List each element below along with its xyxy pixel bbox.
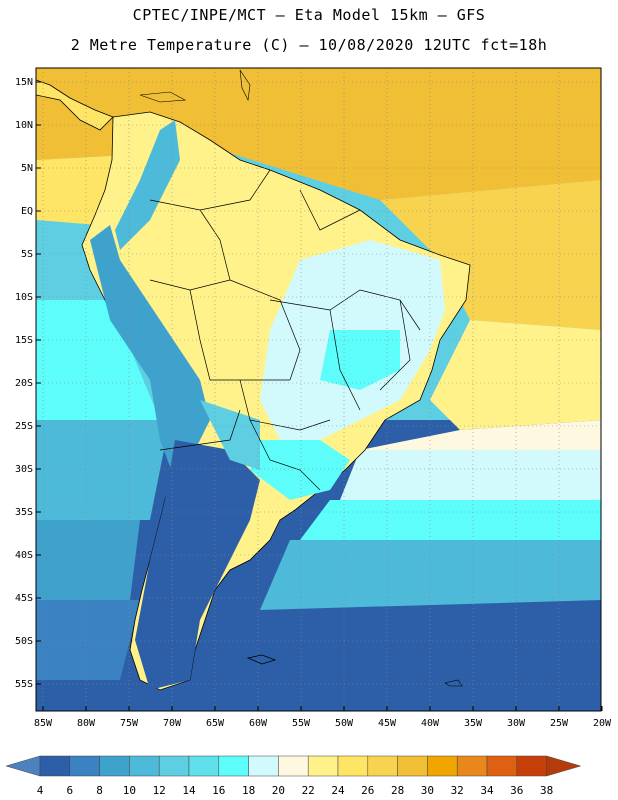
- colorbar-label: 6: [66, 784, 73, 797]
- lon-label: 85W: [34, 718, 53, 729]
- field-andes-north: [115, 120, 180, 250]
- field-atlantic-warm: [380, 180, 601, 330]
- lat-label: 35S: [15, 507, 33, 518]
- colorbar-swatch: [99, 755, 130, 777]
- lat-label: 55S: [15, 679, 33, 690]
- field-atlantic-cyan: [300, 500, 601, 540]
- colorbar-label: 24: [331, 784, 345, 797]
- colorbar-label: 36: [510, 784, 523, 797]
- colorbar-swatch: [516, 755, 547, 777]
- colorbar-swatch: [337, 755, 369, 777]
- lon-label: 50W: [335, 718, 354, 729]
- field-pacific-coldest: [36, 600, 140, 680]
- lat-label: 40S: [15, 550, 33, 561]
- lat-label: 15S: [15, 335, 33, 346]
- lat-label: 5S: [21, 249, 33, 260]
- lon-label: 20W: [593, 718, 612, 729]
- central-america: [36, 79, 114, 131]
- colorbar-label: 28: [391, 784, 404, 797]
- field-pacific-cool: [36, 420, 170, 520]
- colorbar-label: 38: [540, 784, 553, 797]
- lat-label: 50S: [15, 636, 33, 647]
- lat-label: 45S: [15, 593, 33, 604]
- field-andes-central: [90, 225, 210, 480]
- longitude-labels: 85W 80W 75W 70W 65W 60W 55W 50W 45W 40W 35W 30W 25W 2…: [34, 706, 612, 729]
- field-atlantic-cool: [260, 540, 601, 610]
- lon-label: 25W: [550, 718, 569, 729]
- lat-label: 20S: [15, 378, 33, 389]
- field-patagonia: [135, 440, 260, 690]
- colorbar-label: 30: [421, 784, 434, 797]
- lon-label: 35W: [464, 718, 483, 729]
- lat-label: 10N: [15, 120, 33, 131]
- colorbar-label: 16: [212, 784, 225, 797]
- colorbar-swatch: [158, 755, 190, 777]
- colorbar-label: 18: [242, 784, 255, 797]
- lon-label: 40W: [421, 718, 440, 729]
- colorbar-label: 20: [272, 784, 285, 797]
- lat-label: 5N: [21, 163, 33, 174]
- colorbar-label: 14: [182, 784, 196, 797]
- colorbar-swatch: [188, 755, 220, 777]
- colorbar-label: 4: [37, 784, 44, 797]
- lat-label: EQ: [21, 206, 33, 217]
- country-borders: [149, 169, 421, 491]
- caribbean-island: [139, 91, 187, 103]
- lon-label: 30W: [507, 718, 526, 729]
- lon-label: 45W: [378, 718, 397, 729]
- lat-label: 25S: [15, 421, 33, 432]
- colorbar-label: 8: [96, 784, 103, 797]
- map-frame: [35, 67, 602, 712]
- colorbar-swatch: [397, 755, 428, 777]
- latitude-labels: 15N 10N 5N EQ 5S 10S 15S 20S 25S 30S 35S 40S 45S 50S 5…: [15, 77, 41, 690]
- colorbar-label: 10: [123, 784, 136, 797]
- colorbar-arrow-low: [5, 755, 41, 777]
- colorbar-label: 12: [153, 784, 166, 797]
- colorbar-swatch: [129, 755, 160, 777]
- field-brazil-cyan: [320, 330, 400, 390]
- colorbar-arrow-high: [546, 755, 582, 777]
- field-chaco: [200, 400, 260, 470]
- colorbar-swatch: [278, 755, 309, 777]
- lon-label: 60W: [249, 718, 268, 729]
- field-atlantic-mid: [430, 320, 601, 430]
- colorbar-swatch: [39, 755, 71, 777]
- colorbar-swatch: [248, 755, 279, 777]
- map-title-line-1: CPTEC/INPE/MCT – Eta Model 15km – GFS: [132, 6, 486, 24]
- colorbar: 4 6 8 10 12 14 16 18 20 22 24 26 28 30 32 34 36 38: [5, 755, 582, 797]
- colorbar-swatch: [427, 755, 458, 777]
- lon-label: 75W: [120, 718, 139, 729]
- lon-label: 70W: [163, 718, 182, 729]
- field-pacific-cooler: [36, 520, 140, 600]
- colorbar-swatch: [69, 755, 100, 777]
- lon-label: 65W: [206, 718, 225, 729]
- lat-label: 15N: [15, 77, 33, 88]
- colorbar-label: 34: [480, 784, 494, 797]
- lat-label: 10S: [15, 292, 33, 303]
- colorbar-swatch: [456, 755, 488, 777]
- lon-label: 80W: [77, 718, 96, 729]
- field-pacific-coastal: [36, 300, 160, 420]
- falkland-islands: [246, 654, 277, 665]
- caribbean-island-2: [239, 69, 251, 102]
- south-georgia: [444, 679, 463, 687]
- colorbar-label: 32: [451, 784, 464, 797]
- field-atlantic-light: [340, 450, 601, 500]
- colorbar-swatch: [218, 755, 249, 777]
- map-title-line-2: 2 Metre Temperature (C) – 10/08/2020 12U…: [70, 36, 548, 54]
- lat-label: 30S: [15, 464, 33, 475]
- colorbar-label: 22: [302, 784, 315, 797]
- colorbar-label: 26: [361, 784, 374, 797]
- colorbar-swatch: [307, 755, 339, 777]
- colorbar-swatch: [486, 755, 518, 777]
- colorbar-swatch: [367, 755, 398, 777]
- lon-label: 55W: [292, 718, 311, 729]
